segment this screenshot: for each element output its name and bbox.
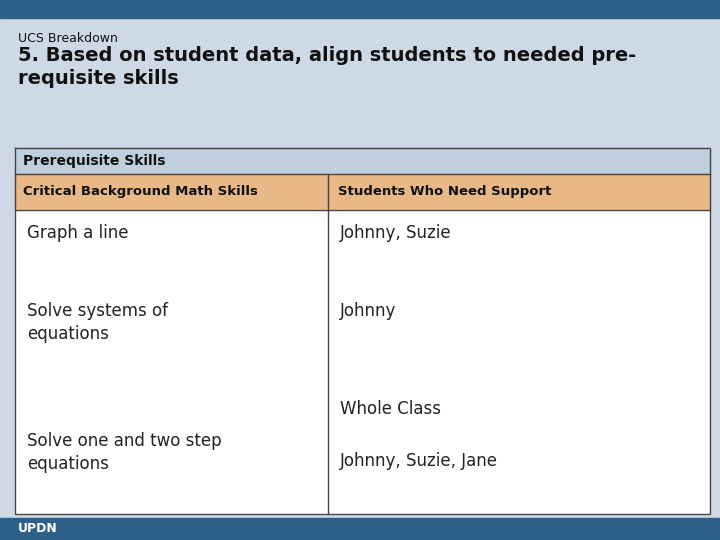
Text: Whole Class: Whole Class xyxy=(340,400,441,418)
Text: Johnny: Johnny xyxy=(340,302,396,320)
Bar xyxy=(15,174,710,210)
Text: Johnny, Suzie: Johnny, Suzie xyxy=(340,224,451,242)
Bar xyxy=(0,518,720,540)
Text: Solve systems of
equations: Solve systems of equations xyxy=(27,302,168,343)
Bar xyxy=(15,210,710,514)
Bar xyxy=(15,148,710,174)
Text: Johnny, Suzie, Jane: Johnny, Suzie, Jane xyxy=(340,452,498,470)
Bar xyxy=(0,0,720,18)
Text: 5. Based on student data, align students to needed pre-
requisite skills: 5. Based on student data, align students… xyxy=(18,46,636,87)
Text: UPDN: UPDN xyxy=(18,523,58,536)
Text: Solve one and two step
equations: Solve one and two step equations xyxy=(27,432,222,473)
Text: Graph a line: Graph a line xyxy=(27,224,128,242)
Text: Critical Background Math Skills: Critical Background Math Skills xyxy=(23,186,258,199)
Text: UCS Breakdown: UCS Breakdown xyxy=(18,32,118,45)
Text: Students Who Need Support: Students Who Need Support xyxy=(338,186,551,199)
Text: Prerequisite Skills: Prerequisite Skills xyxy=(23,154,166,168)
